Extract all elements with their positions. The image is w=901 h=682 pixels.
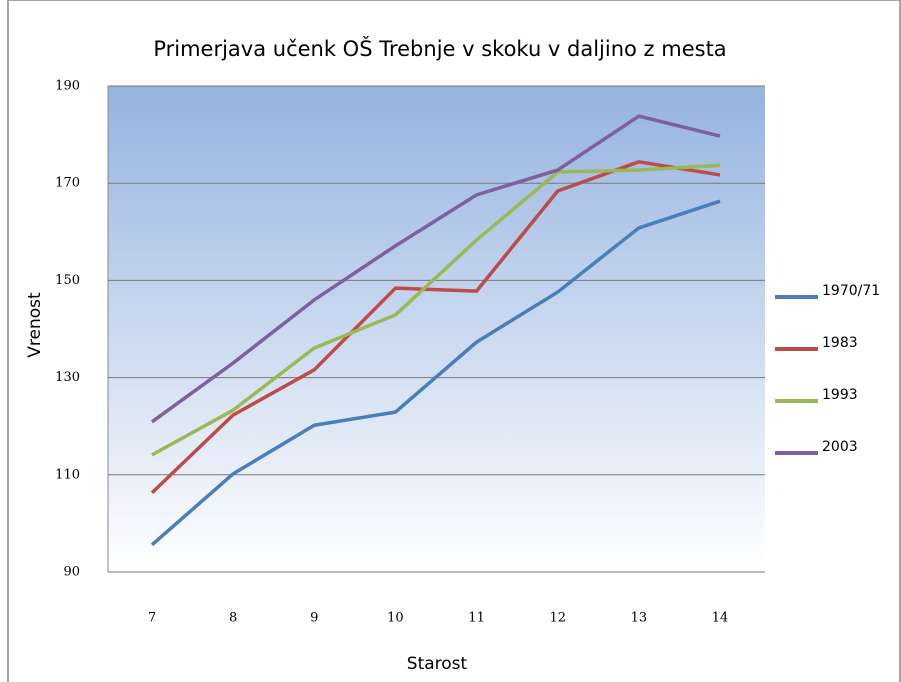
y-tick-label: 190 <box>55 79 80 94</box>
series-line <box>150 160 721 495</box>
y-tick-label: 110 <box>55 467 80 482</box>
legend-label: 1983 <box>822 335 858 351</box>
x-axis-title: Starost <box>407 654 468 674</box>
plot-area <box>108 86 765 572</box>
x-tick-label: 11 <box>468 611 485 626</box>
y-tick-label: 150 <box>55 273 80 288</box>
legend-label: 1993 <box>822 387 858 403</box>
y-tick-label: 90 <box>63 565 80 580</box>
y-axis-title: Vrenost <box>25 292 45 358</box>
x-tick-label: 7 <box>148 611 156 626</box>
series-line <box>150 199 721 547</box>
x-tick-label: 12 <box>549 611 566 626</box>
series-line <box>151 163 721 457</box>
x-tick-label: 8 <box>229 611 237 626</box>
series-line <box>150 114 721 424</box>
x-tick-label: 9 <box>310 611 318 626</box>
x-tick-label: 14 <box>712 611 729 626</box>
legend-label: 1970/71 <box>822 283 880 299</box>
x-tick-label: 10 <box>387 611 404 626</box>
chart-title: Primerjava učenk OŠ Trebnje v skoku v da… <box>153 36 726 61</box>
y-tick-label: 170 <box>55 176 80 191</box>
legend-label: 2003 <box>822 439 858 455</box>
y-tick-label: 130 <box>55 370 80 385</box>
frame <box>7 0 901 682</box>
x-tick-label: 13 <box>631 611 648 626</box>
